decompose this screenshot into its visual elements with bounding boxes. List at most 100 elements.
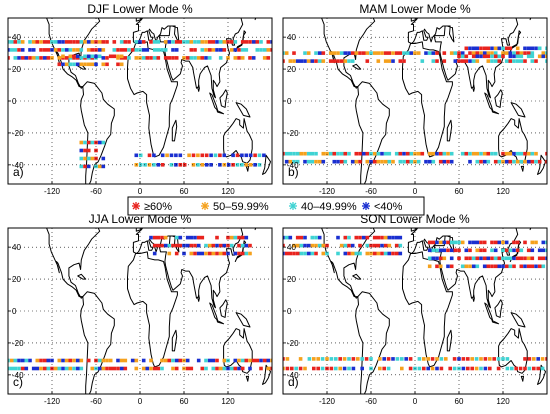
data-marker — [310, 243, 315, 248]
data-marker — [504, 264, 509, 269]
data-marker — [526, 248, 531, 253]
data-marker — [231, 153, 235, 158]
data-marker — [438, 240, 443, 245]
y-tick-label: 20 — [12, 65, 21, 74]
data-marker — [482, 46, 487, 51]
data-marker — [490, 46, 494, 51]
coastline — [171, 329, 178, 352]
data-marker — [306, 243, 311, 248]
data-marker — [534, 59, 538, 63]
data-marker — [174, 243, 179, 248]
data-marker — [439, 357, 444, 361]
data-marker — [376, 59, 381, 63]
data-marker — [372, 151, 377, 156]
data-marker — [262, 48, 267, 52]
map-content — [283, 18, 547, 184]
data-marker — [537, 159, 542, 164]
data-marker — [105, 62, 109, 67]
y-tick-label: 40 — [12, 33, 21, 42]
data-marker — [435, 256, 439, 261]
data-marker — [391, 357, 395, 361]
data-marker — [435, 59, 439, 63]
data-marker — [488, 366, 492, 371]
data-marker — [435, 240, 439, 245]
data-marker — [449, 256, 454, 261]
data-marker — [262, 358, 267, 363]
data-marker — [536, 366, 540, 371]
coastline — [209, 92, 219, 112]
data-marker — [438, 151, 443, 156]
coastline — [407, 228, 532, 309]
data-marker — [475, 51, 480, 55]
data-marker — [512, 248, 516, 253]
data-marker — [486, 54, 491, 59]
data-marker — [75, 48, 80, 52]
data-marker — [9, 358, 14, 363]
data-marker — [372, 251, 377, 256]
data-marker — [39, 40, 43, 44]
data-marker — [537, 248, 542, 253]
data-marker — [545, 256, 547, 261]
data-marker — [240, 153, 244, 158]
legend-label: 50–59.99% — [213, 201, 269, 213]
data-marker — [408, 366, 413, 371]
data-marker — [545, 357, 547, 361]
data-marker — [490, 264, 494, 269]
data-marker — [134, 40, 139, 44]
data-marker — [512, 151, 516, 156]
data-marker — [119, 48, 124, 52]
data-marker — [72, 62, 76, 67]
data-marker — [532, 366, 536, 371]
panel-label: b) — [288, 165, 299, 179]
data-marker — [321, 159, 326, 164]
data-marker — [479, 357, 483, 361]
data-marker — [519, 248, 524, 253]
data-marker — [468, 264, 472, 269]
data-marker — [383, 59, 388, 63]
data-marker — [138, 48, 142, 52]
data-marker — [391, 51, 395, 55]
data-marker — [306, 159, 311, 164]
data-marker — [431, 256, 436, 261]
data-marker — [145, 366, 150, 371]
data-marker — [387, 159, 392, 164]
data-marker — [431, 151, 436, 156]
data-marker — [244, 163, 249, 167]
data-marker — [515, 51, 520, 55]
y-tick-label: -20 — [12, 339, 24, 348]
data-marker — [479, 256, 483, 261]
data-marker — [233, 366, 238, 371]
data-marker — [262, 153, 266, 158]
data-marker — [365, 59, 370, 63]
data-marker — [541, 51, 546, 55]
data-marker — [237, 358, 241, 363]
data-marker — [378, 366, 382, 371]
data-marker — [332, 59, 337, 63]
data-marker — [347, 151, 351, 156]
coastline — [509, 240, 522, 262]
data-marker — [460, 54, 465, 59]
data-marker — [39, 366, 43, 371]
data-marker — [343, 243, 348, 248]
coastline — [407, 18, 532, 99]
data-marker — [310, 159, 315, 164]
data-marker — [94, 48, 98, 52]
data-marker — [174, 366, 179, 371]
data-marker — [391, 159, 395, 164]
data-marker — [112, 40, 117, 44]
data-marker — [523, 366, 527, 371]
data-marker — [171, 48, 175, 52]
x-tick-label: -60 — [90, 397, 102, 406]
data-marker — [283, 243, 285, 248]
data-marker — [284, 235, 289, 240]
x-tick-label: 120 — [496, 187, 510, 196]
data-marker — [427, 248, 432, 253]
data-marker — [207, 358, 212, 363]
data-marker — [295, 59, 300, 63]
data-marker — [299, 251, 304, 256]
data-marker — [171, 358, 175, 363]
data-marker — [240, 40, 245, 44]
data-marker — [270, 48, 272, 52]
data-marker — [391, 235, 395, 240]
coastline — [498, 328, 528, 374]
